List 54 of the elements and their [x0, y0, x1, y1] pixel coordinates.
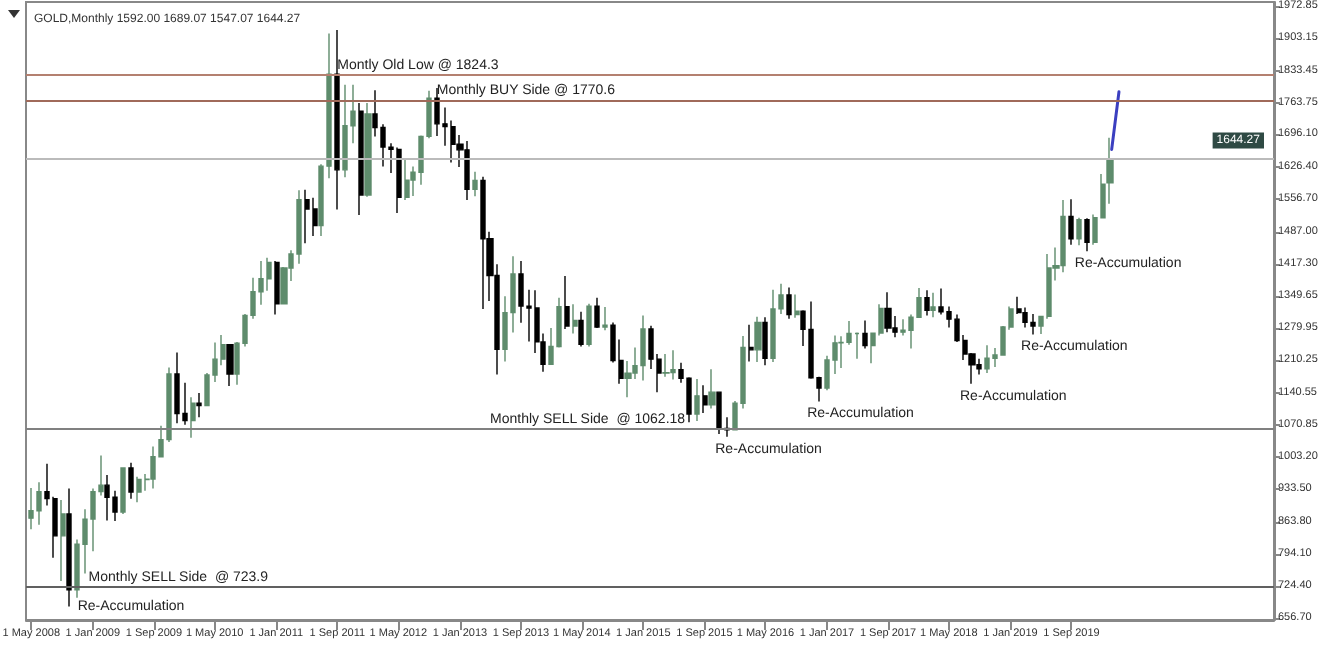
- candlestick: [472, 171, 478, 198]
- candlestick: [1076, 217, 1082, 246]
- candlestick: [984, 344, 990, 374]
- candlestick: [976, 357, 982, 376]
- candlestick: [662, 353, 670, 378]
- candlestick: [28, 487, 34, 531]
- candlestick: [762, 316, 768, 366]
- candlestick: [1084, 217, 1090, 252]
- candlestick: [594, 297, 600, 329]
- candlestick: [930, 291, 936, 318]
- candlestick: [342, 84, 348, 179]
- candlestick: [136, 476, 142, 504]
- candlestick: [174, 351, 180, 424]
- candlestick: [364, 102, 372, 198]
- candlestick: [770, 289, 776, 363]
- candlestick: [312, 197, 318, 237]
- candlestick: [196, 392, 202, 418]
- candlestick: [862, 319, 868, 350]
- candlestick: [578, 311, 584, 348]
- candlestick: [1030, 313, 1036, 336]
- candlestick: [564, 275, 570, 330]
- candlestick: [396, 146, 402, 214]
- candlestick: [358, 102, 364, 216]
- candlestick: [708, 368, 716, 410]
- candlestick: [334, 29, 340, 211]
- candlestick: [36, 481, 42, 526]
- candlestick: [694, 378, 700, 422]
- candlestick: [1068, 198, 1074, 246]
- candlestick: [884, 291, 892, 333]
- candlestick: [572, 303, 578, 335]
- candlestick: [304, 189, 310, 245]
- candlestick: [640, 314, 646, 382]
- candlestick: [670, 349, 676, 381]
- candlestick: [754, 316, 762, 363]
- candlestick: [120, 466, 126, 515]
- candlestick: [602, 306, 608, 331]
- candlestick: [128, 462, 134, 500]
- candlestick: [794, 293, 800, 319]
- candlestick: [190, 396, 196, 439]
- candlestick: [274, 260, 280, 316]
- candlestick: [716, 390, 722, 435]
- candlestick: [924, 289, 930, 317]
- candlestick: [60, 499, 66, 582]
- candlestick: [480, 176, 486, 310]
- candlestick: [104, 474, 110, 522]
- candlestick: [702, 384, 708, 414]
- candlestick: [404, 159, 410, 201]
- candlestick: [786, 286, 792, 320]
- candlestick: [1060, 199, 1066, 273]
- candlestick: [586, 303, 592, 348]
- candlestick: [464, 140, 470, 201]
- candlestick: [66, 487, 72, 608]
- candlestick: [748, 324, 754, 363]
- candlestick: [226, 343, 234, 387]
